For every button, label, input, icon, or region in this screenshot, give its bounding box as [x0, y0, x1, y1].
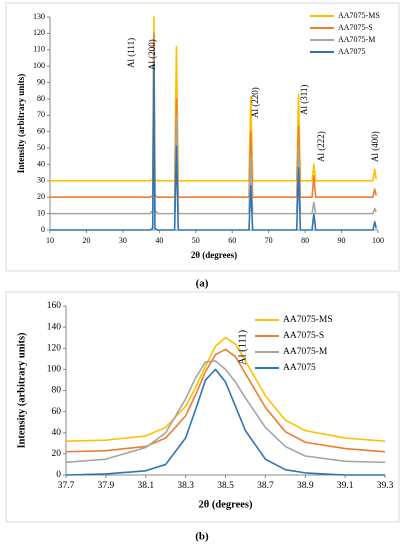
x-axis-label: 2θ (degrees): [199, 499, 253, 510]
y-tick-label: 100: [47, 365, 62, 375]
y-tick-label: 140: [47, 322, 62, 332]
x-tick-label: 37.7: [58, 481, 75, 491]
y-tick-label: 20: [52, 449, 62, 459]
annotation: Al (111): [126, 38, 136, 68]
panel-frame: [5, 291, 400, 523]
y-tick-label: 80: [37, 94, 45, 103]
x-tick-label: 10: [46, 236, 54, 245]
y-tick-label: 70: [37, 110, 45, 119]
y-tick-label: 0: [56, 470, 61, 480]
x-tick-label: 90: [338, 236, 346, 245]
legend-label: AA7075-S: [283, 331, 324, 341]
x-tick-label: 37.9: [98, 481, 115, 491]
x-tick-label: 70: [265, 236, 273, 245]
legend-label: AA7075-MS: [338, 11, 380, 20]
y-tick-label: 80: [52, 386, 62, 396]
legend-label: AA7075: [283, 363, 316, 373]
x-axis-label: 2θ (degrees): [191, 250, 237, 260]
x-tick-label: 39.3: [377, 481, 394, 491]
x-tick-label: 38.1: [137, 481, 154, 491]
series-line: [50, 16, 377, 182]
x-tick-label: 60: [228, 236, 236, 245]
y-tick-label: 40: [37, 159, 45, 168]
y-axis-label: Intensity (arbitrary units): [16, 74, 26, 174]
x-tick-label: 38.3: [177, 481, 194, 491]
y-tick-label: 10: [37, 208, 45, 217]
x-tick-label: 40: [155, 236, 163, 245]
y-tick-label: 60: [37, 127, 45, 136]
series-line: [65, 348, 386, 453]
y-tick-label: 120: [47, 343, 62, 353]
legend-label: AA7075-M: [283, 347, 328, 357]
caption: (b): [195, 531, 209, 543]
x-tick-label: 80: [301, 236, 309, 245]
y-tick-label: 20: [37, 192, 45, 201]
legend-label: AA7075-S: [338, 23, 373, 32]
x-tick-label: 100: [372, 236, 384, 245]
legend-label: AA7075: [338, 47, 366, 56]
series-line: [65, 360, 386, 464]
series-line: [65, 368, 385, 476]
y-tick-label: 60: [52, 407, 62, 417]
annotation: Al (111): [237, 329, 248, 365]
annotation: Al (220): [250, 87, 260, 118]
y-axis-label: Intensity (arbitrary units): [16, 332, 27, 449]
series-line: [50, 63, 377, 231]
y-tick-label: 50: [37, 143, 45, 152]
annotation: Al (200): [147, 39, 157, 70]
x-tick-label: 38.5: [217, 481, 234, 491]
x-tick-label: 50: [192, 236, 200, 245]
y-tick-label: 30: [37, 176, 45, 185]
y-tick-label: 100: [33, 61, 45, 70]
y-tick-label: 90: [37, 77, 45, 86]
y-tick-label: 120: [33, 28, 45, 37]
y-tick-label: 0: [41, 225, 45, 234]
annotation: Al (311): [299, 85, 309, 115]
x-tick-label: 30: [119, 236, 127, 245]
y-tick-label: 160: [47, 301, 62, 311]
panel-frame: [5, 2, 400, 272]
series-line: [50, 32, 377, 199]
x-tick-label: 20: [82, 236, 90, 245]
annotation: Al (222): [316, 131, 326, 162]
y-tick-label: 40: [52, 428, 62, 438]
legend-label: AA7075-MS: [283, 315, 333, 325]
series-line: [50, 48, 377, 215]
x-tick-label: 39.1: [337, 481, 354, 491]
y-tick-label: 110: [33, 45, 45, 54]
caption: (a): [196, 278, 209, 290]
series-line: [65, 336, 386, 442]
annotation: Al (400): [370, 131, 380, 162]
x-tick-label: 38.7: [257, 481, 274, 491]
y-tick-label: 130: [33, 12, 45, 21]
x-tick-label: 38.9: [297, 481, 314, 491]
legend-label: AA7075-M: [338, 35, 375, 44]
